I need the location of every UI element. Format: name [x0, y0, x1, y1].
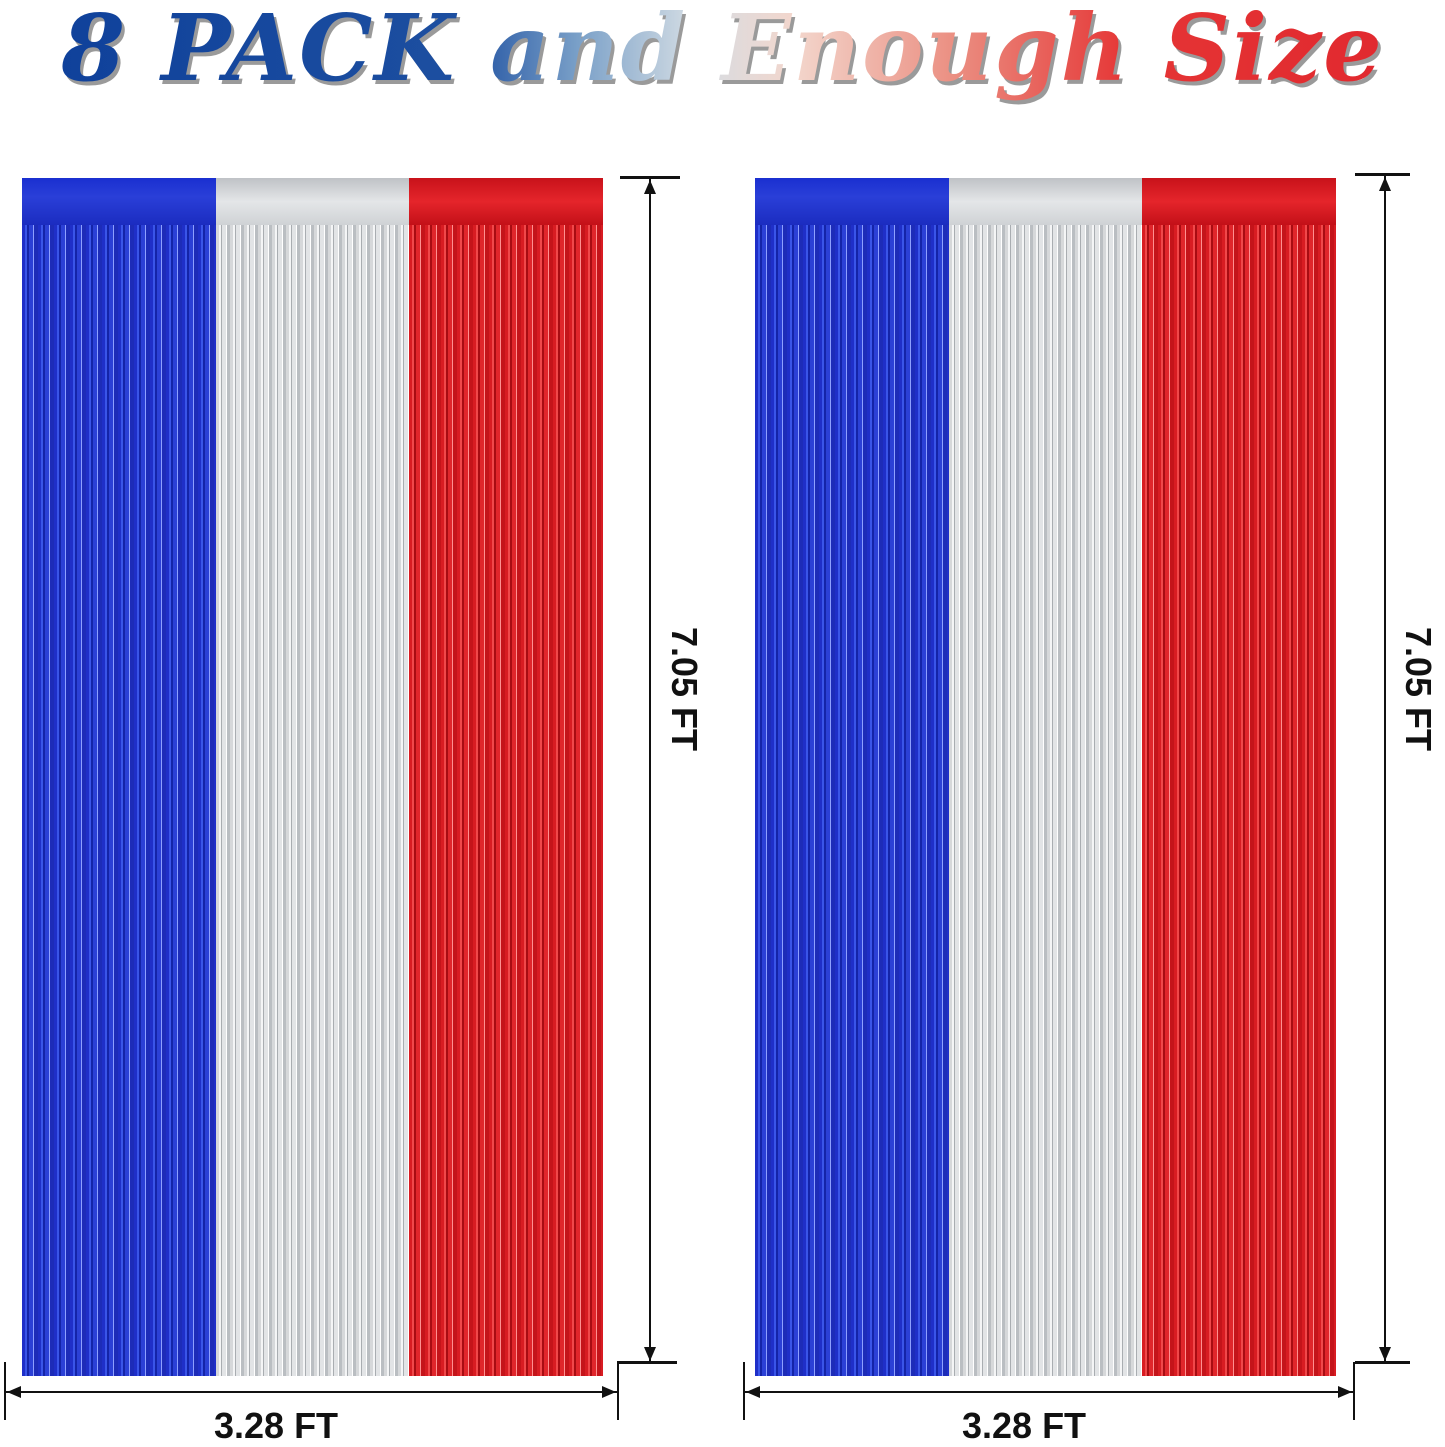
- width-right-tick: [1353, 1362, 1355, 1420]
- width-label: 3.28 FT: [962, 1405, 1087, 1446]
- height-top-tick: [1355, 173, 1410, 176]
- height-dimension-line: [649, 178, 651, 1362]
- arrow-up-icon: [1379, 177, 1391, 191]
- height-label: 7.05 FT: [1398, 626, 1440, 752]
- width-left-tick: [4, 1362, 6, 1420]
- height-bottom-tick: [1355, 1361, 1410, 1364]
- arrow-up-icon: [644, 180, 656, 194]
- headline-banner: 8 PACK and Enough Size: [0, 0, 1445, 120]
- arrow-right-icon: [602, 1386, 616, 1398]
- arrow-left-icon: [746, 1386, 760, 1398]
- blue-strip: [755, 178, 949, 1376]
- width-dimension-line: [745, 1391, 1353, 1393]
- width-right-tick: [617, 1362, 619, 1420]
- arrow-down-icon: [644, 1347, 656, 1361]
- height-top-tick: [620, 176, 680, 179]
- height-bottom-tick: [617, 1361, 677, 1364]
- arrow-down-icon: [1379, 1347, 1391, 1361]
- width-dimension-line: [6, 1391, 617, 1393]
- height-label: 7.05 FT: [664, 626, 706, 752]
- red-strip: [409, 178, 604, 1376]
- red-strip: [1142, 178, 1337, 1376]
- headline: 8 PACK and Enough Size: [0, 0, 1445, 102]
- height-dimension-line: [1384, 175, 1386, 1361]
- arrow-left-icon: [7, 1386, 21, 1398]
- arrow-right-icon: [1338, 1386, 1352, 1398]
- silver-strip: [215, 178, 410, 1376]
- foil-curtain-2: [755, 178, 1337, 1376]
- silver-strip: [948, 178, 1143, 1376]
- blue-strip: [22, 178, 216, 1376]
- width-left-tick: [743, 1362, 745, 1420]
- width-label: 3.28 FT: [214, 1405, 339, 1446]
- foil-curtain-1: [22, 178, 604, 1376]
